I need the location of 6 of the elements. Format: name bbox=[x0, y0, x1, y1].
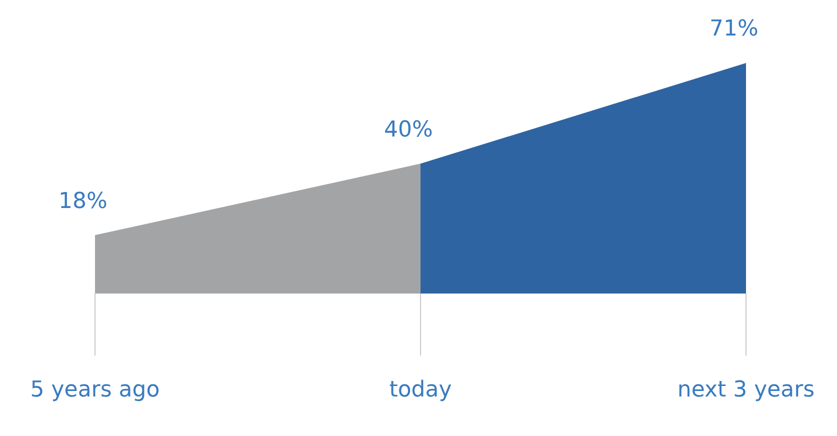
x-tick-label: 5 years ago bbox=[30, 378, 160, 403]
data-label: 40% bbox=[384, 117, 433, 142]
data-label: 18% bbox=[58, 188, 108, 214]
data-label: 71% bbox=[710, 16, 758, 42]
x-tick-label: today bbox=[389, 378, 452, 403]
x-tick-label: next 3 years bbox=[677, 378, 815, 403]
